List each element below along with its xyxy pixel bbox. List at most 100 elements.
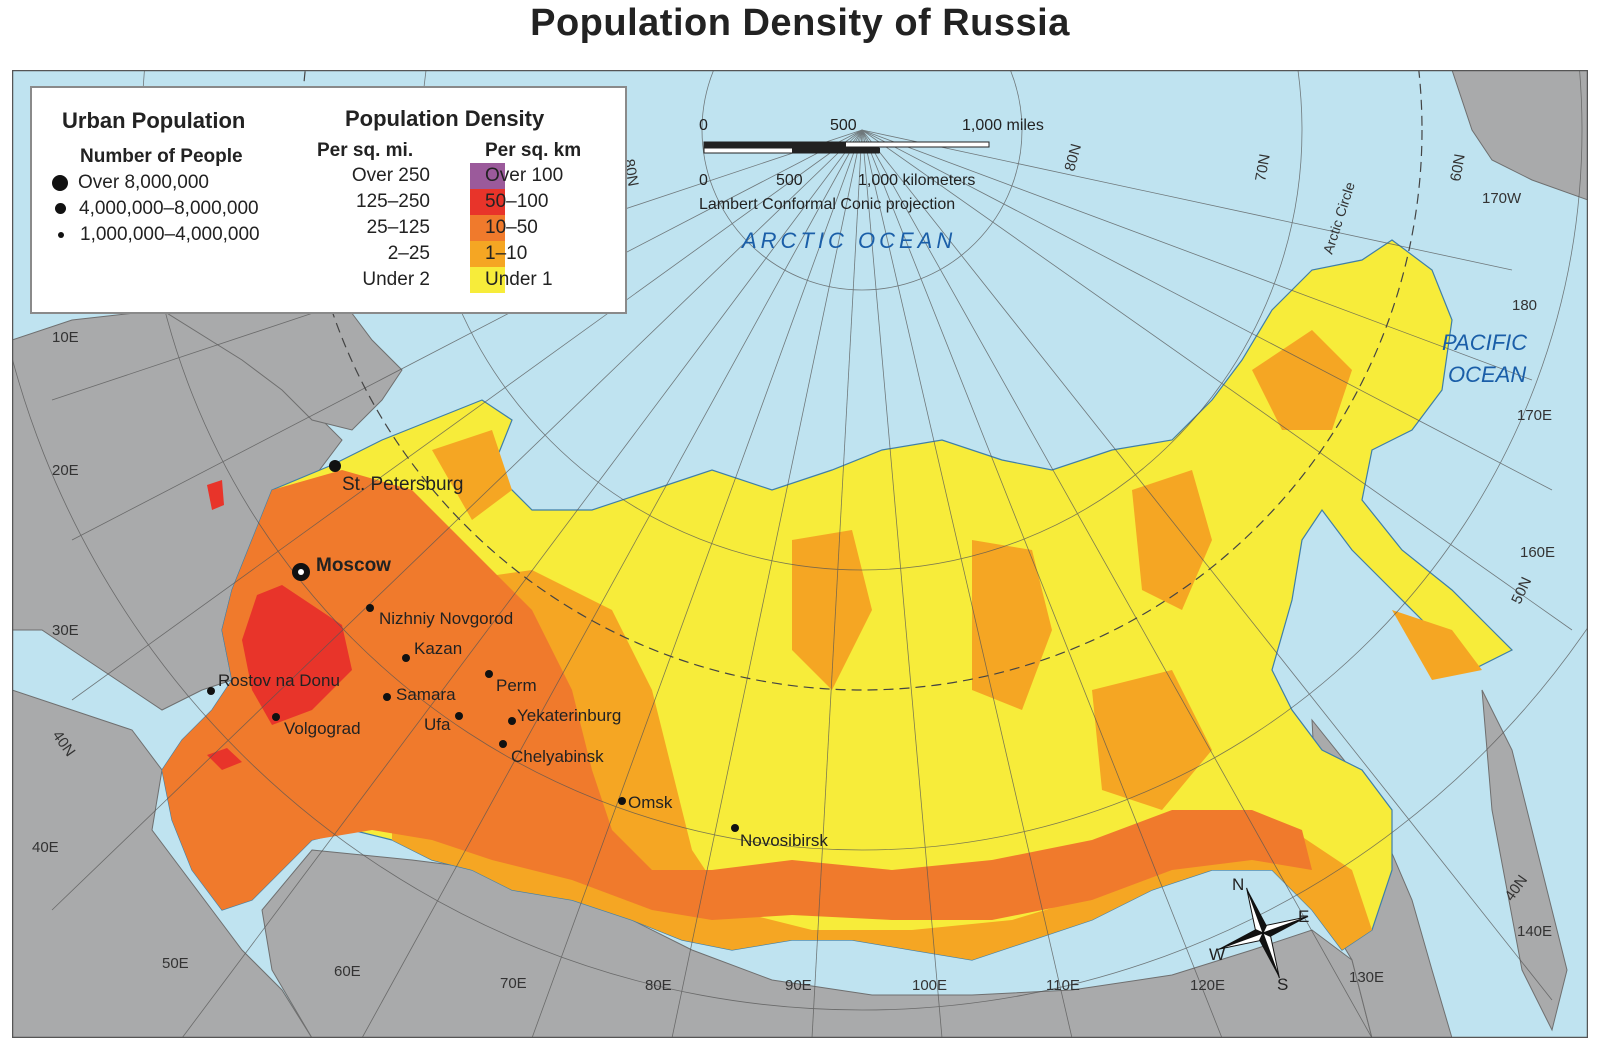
- density-km-1: Over 100: [485, 165, 564, 186]
- city-yekaterinburg: Yekaterinburg: [508, 706, 621, 725]
- city-omsk: Omsk: [618, 793, 673, 812]
- svg-text:0: 0: [699, 117, 708, 134]
- svg-text:140E: 140E: [1517, 923, 1552, 940]
- svg-text:W: W: [1209, 945, 1225, 964]
- svg-text:50E: 50E: [162, 955, 189, 972]
- svg-text:ARCTIC OCEAN: ARCTIC OCEAN: [740, 228, 956, 253]
- svg-text:120E: 120E: [1190, 977, 1225, 994]
- density-10-50-zones: [162, 470, 1312, 920]
- svg-text:Yekaterinburg: Yekaterinburg: [517, 706, 621, 725]
- per-sq-km-heading: Per sq. km: [485, 140, 582, 161]
- svg-text:170W: 170W: [1482, 190, 1522, 207]
- city-samara: Samara: [383, 685, 456, 704]
- svg-text:Perm: Perm: [496, 676, 537, 695]
- density-mi-2: 125–250: [356, 191, 430, 212]
- city-st-petersburg: St. Petersburg: [329, 460, 463, 495]
- swatch-1-10: [470, 241, 505, 267]
- svg-text:500: 500: [830, 117, 857, 134]
- svg-text:500: 500: [776, 172, 803, 189]
- density-mi-4: 2–25: [387, 243, 430, 264]
- city-volgograd: Volgograd: [272, 713, 361, 738]
- russia-density-map: 10E 20E 30E 40E 50E 60E 70E 80E 90E 100E…: [12, 70, 1588, 1038]
- svg-text:1,000 miles: 1,000 miles: [962, 117, 1044, 134]
- svg-text:70E: 70E: [500, 975, 527, 992]
- density-mi-3: 25–125: [366, 217, 430, 238]
- number-of-people-heading: Number of People: [80, 146, 243, 167]
- scale-bar: 0 500 1,000 miles 0 500 1,000 kilometers…: [699, 117, 1044, 213]
- svg-text:Novosibirsk: Novosibirsk: [740, 831, 828, 850]
- density-km-2: 50–100: [485, 191, 549, 212]
- legend: Urban Population Number of People Over 8…: [30, 86, 627, 314]
- per-sq-mi-heading: Per sq. mi.: [317, 140, 414, 161]
- svg-text:60E: 60E: [334, 963, 361, 980]
- medium-city-marker: [55, 203, 66, 215]
- urban-population-heading: Urban Population: [62, 108, 246, 133]
- svg-text:170E: 170E: [1517, 407, 1552, 424]
- density-km-5: Under 1: [485, 269, 553, 290]
- svg-text:Ufa: Ufa: [424, 715, 451, 734]
- land-alaska: [1451, 70, 1588, 201]
- small-city-marker: [58, 231, 64, 238]
- svg-text:Nizhniy Novgorod: Nizhniy Novgorod: [379, 609, 513, 628]
- svg-text:110E: 110E: [1046, 977, 1080, 994]
- svg-text:Moscow: Moscow: [316, 555, 391, 576]
- svg-text:Samara: Samara: [396, 685, 456, 704]
- density-km-4: 1–10: [485, 243, 528, 264]
- ocean-labels: ARCTIC OCEAN PACIFIC OCEAN: [740, 228, 1527, 387]
- svg-text:OCEAN: OCEAN: [1448, 362, 1526, 387]
- city-rostov-na-donu: Rostov na Donu: [207, 671, 340, 695]
- urban-item-medium: 4,000,000–8,000,000: [55, 198, 259, 220]
- svg-text:1,000 kilometers: 1,000 kilometers: [858, 172, 975, 189]
- svg-text:Rostov na Donu: Rostov na Donu: [218, 671, 340, 690]
- city-novosibirsk: Novosibirsk: [731, 824, 828, 850]
- svg-text:10E: 10E: [52, 329, 79, 346]
- svg-text:160E: 160E: [1520, 544, 1555, 561]
- large-city-marker: [52, 174, 68, 191]
- city-chelyabinsk: Chelyabinsk: [499, 740, 604, 766]
- city-moscow: Moscow: [292, 555, 391, 581]
- svg-text:Omsk: Omsk: [628, 793, 673, 812]
- svg-text:Kazan: Kazan: [414, 639, 462, 658]
- svg-text:130E: 130E: [1349, 969, 1384, 986]
- cities: Moscow St. Petersburg Nizhniy Novgorod K…: [207, 460, 828, 850]
- svg-text:E: E: [1298, 907, 1309, 926]
- svg-text:N: N: [1232, 875, 1244, 894]
- svg-text:Volgograd: Volgograd: [284, 719, 361, 738]
- map-frame: [12, 70, 1588, 1038]
- city-nizhniy-novgorod: Nizhniy Novgorod: [366, 604, 513, 628]
- svg-text:S: S: [1277, 975, 1288, 994]
- svg-text:40E: 40E: [32, 839, 59, 856]
- density-50-100-zones: [207, 480, 352, 770]
- svg-text:100E: 100E: [912, 977, 947, 994]
- density-mi-1: Over 250: [351, 165, 430, 186]
- svg-text:180: 180: [1512, 297, 1537, 314]
- urban-item-small: 1,000,000–4,000,000: [58, 224, 260, 246]
- svg-text:30E: 30E: [52, 622, 79, 639]
- svg-text:60N: 60N: [1447, 153, 1469, 183]
- population-density-heading: Population Density: [345, 106, 545, 131]
- svg-text:Lambert Conformal Conic projec: Lambert Conformal Conic projection: [699, 196, 955, 213]
- svg-text:80E: 80E: [645, 977, 672, 994]
- city-ufa: Ufa: [424, 712, 463, 734]
- svg-text:70N: 70N: [1252, 153, 1274, 183]
- svg-text:90E: 90E: [785, 977, 812, 994]
- arctic-circle-line: [301, 70, 1423, 691]
- swatch-over-100: [470, 163, 505, 189]
- density-mi-5: Under 2: [362, 269, 430, 290]
- density-km-3: 10–50: [485, 217, 538, 238]
- swatch-under-1: [470, 267, 505, 293]
- map-title: Population Density of Russia: [530, 2, 1070, 44]
- land-japan: [1481, 689, 1568, 1032]
- urban-item-large: Over 8,000,000: [52, 172, 209, 194]
- svg-text:Chelyabinsk: Chelyabinsk: [511, 747, 604, 766]
- land-southwest: [12, 689, 313, 1038]
- svg-text:0: 0: [699, 172, 708, 189]
- svg-text:80N: 80N: [1061, 142, 1085, 173]
- compass-rose: N E S W: [1209, 875, 1309, 994]
- swatch-10-50: [470, 215, 505, 241]
- svg-text:PACIFIC: PACIFIC: [1442, 330, 1527, 355]
- svg-text:20E: 20E: [52, 462, 79, 479]
- svg-text:St. Petersburg: St. Petersburg: [342, 474, 463, 495]
- city-kazan: Kazan: [402, 639, 462, 662]
- city-perm: Perm: [485, 670, 537, 695]
